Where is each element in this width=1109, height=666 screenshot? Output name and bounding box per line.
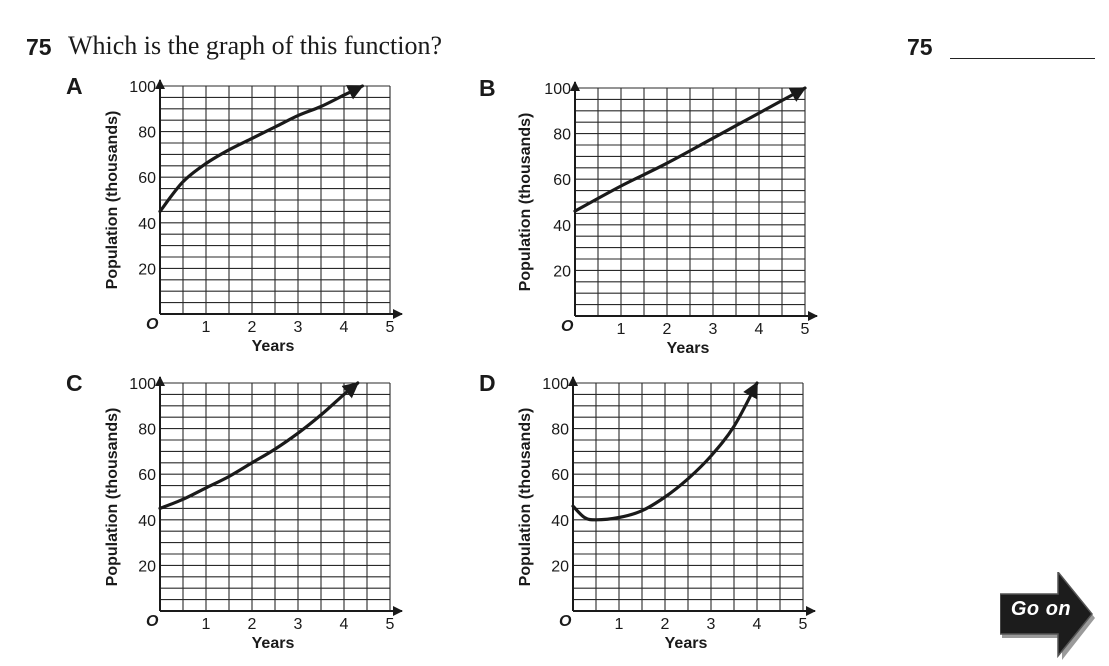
x-tick-label: 4 bbox=[753, 616, 762, 633]
y-tick-label: 100 bbox=[129, 79, 156, 96]
origin-label: O bbox=[146, 613, 159, 630]
x-tick-label: 2 bbox=[661, 616, 670, 633]
x-tick-label: 5 bbox=[799, 616, 808, 633]
x-tick-label: 1 bbox=[202, 616, 211, 633]
y-tick-label: 100 bbox=[544, 81, 571, 98]
chart-a: A O 1 2 3 4 5 20 40 60 80 100 Years Population (thous… bbox=[66, 73, 403, 355]
x-tick-label: 4 bbox=[755, 321, 764, 338]
choice-letter: D bbox=[479, 370, 496, 396]
question-number: 75 bbox=[26, 34, 52, 60]
y-tick-label: 20 bbox=[553, 263, 571, 280]
y-tick-label: 80 bbox=[551, 422, 569, 439]
x-axis-label: Years bbox=[667, 340, 710, 357]
y-tick-label: 80 bbox=[138, 125, 156, 142]
origin-label: O bbox=[559, 613, 572, 630]
x-tick-label: 4 bbox=[340, 616, 349, 633]
x-axis-label: Years bbox=[665, 635, 708, 652]
question-text: Which is the graph of this function? bbox=[68, 31, 443, 60]
x-tick-label: 3 bbox=[294, 616, 303, 633]
chart-c: C O 1 2 3 4 5 20 40 60 80 100 Years Population (thous… bbox=[66, 370, 403, 652]
x-tick-label: 5 bbox=[386, 616, 395, 633]
y-axis-label: Population (thousands) bbox=[517, 408, 534, 587]
y-tick-label: 20 bbox=[138, 261, 156, 278]
series-line bbox=[573, 86, 807, 213]
x-tick-label: 3 bbox=[709, 321, 718, 338]
series-line bbox=[158, 381, 360, 510]
y-tick-label: 60 bbox=[551, 467, 569, 484]
origin-label: O bbox=[561, 318, 574, 335]
go-on-arrow bbox=[1000, 572, 1095, 660]
y-tick-label: 80 bbox=[553, 127, 571, 144]
answer-number: 75 bbox=[907, 34, 933, 60]
x-tick-label: 4 bbox=[340, 319, 349, 336]
series-line bbox=[571, 381, 759, 522]
y-tick-label: 100 bbox=[129, 376, 156, 393]
x-tick-label: 2 bbox=[248, 319, 257, 336]
x-tick-label: 1 bbox=[615, 616, 624, 633]
y-axis-label: Population (thousands) bbox=[104, 111, 121, 290]
choice-letter: B bbox=[479, 75, 496, 101]
x-tick-label: 5 bbox=[801, 321, 810, 338]
y-tick-label: 80 bbox=[138, 422, 156, 439]
y-axis-label: Population (thousands) bbox=[104, 408, 121, 587]
x-tick-label: 2 bbox=[663, 321, 672, 338]
x-tick-label: 5 bbox=[386, 319, 395, 336]
y-tick-label: 40 bbox=[553, 218, 571, 235]
x-tick-label: 3 bbox=[294, 319, 303, 336]
y-tick-label: 20 bbox=[138, 558, 156, 575]
y-tick-label: 40 bbox=[138, 216, 156, 233]
y-axis-label: Population (thousands) bbox=[517, 113, 534, 292]
series-line bbox=[158, 84, 364, 213]
x-tick-label: 1 bbox=[202, 319, 211, 336]
choice-letter: C bbox=[66, 370, 83, 396]
y-tick-label: 100 bbox=[542, 376, 569, 393]
chart-b: B O 1 2 3 4 5 20 40 60 80 100 Years Population (thous… bbox=[479, 75, 818, 357]
y-tick-label: 40 bbox=[138, 513, 156, 530]
y-tick-label: 40 bbox=[551, 513, 569, 530]
origin-label: O bbox=[146, 316, 159, 333]
go-on-label: Go on bbox=[1010, 598, 1072, 620]
x-tick-label: 2 bbox=[248, 616, 257, 633]
choice-letter: A bbox=[66, 73, 83, 99]
y-tick-label: 60 bbox=[553, 172, 571, 189]
x-tick-label: 3 bbox=[707, 616, 716, 633]
x-tick-label: 1 bbox=[617, 321, 626, 338]
x-axis-label: Years bbox=[252, 338, 295, 355]
y-tick-label: 20 bbox=[551, 558, 569, 575]
chart-d: D O 1 2 3 4 5 20 40 60 80 100 Years Population (thous… bbox=[479, 370, 816, 652]
x-axis-label: Years bbox=[252, 635, 295, 652]
y-tick-label: 60 bbox=[138, 467, 156, 484]
answer-blank[interactable] bbox=[950, 58, 1095, 59]
y-tick-label: 60 bbox=[138, 170, 156, 187]
